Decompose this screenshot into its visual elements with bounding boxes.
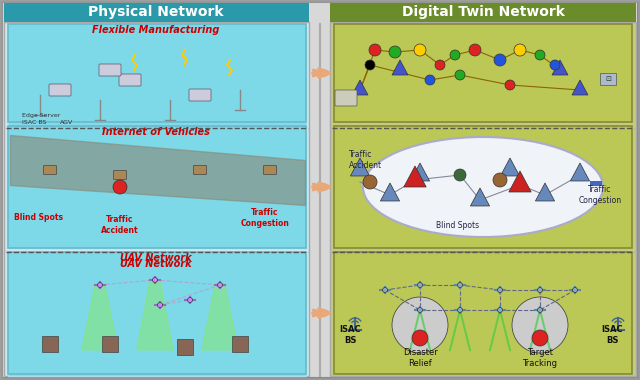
Text: Traffic
Congestion: Traffic Congestion: [241, 208, 289, 228]
Polygon shape: [509, 171, 531, 192]
FancyBboxPatch shape: [99, 64, 121, 76]
FancyBboxPatch shape: [590, 181, 593, 186]
FancyBboxPatch shape: [264, 166, 276, 174]
FancyBboxPatch shape: [334, 24, 632, 122]
Circle shape: [369, 44, 381, 56]
Circle shape: [455, 70, 465, 80]
Circle shape: [532, 330, 548, 346]
FancyBboxPatch shape: [189, 89, 211, 101]
Text: Edge Server: Edge Server: [22, 112, 60, 117]
Circle shape: [454, 169, 466, 181]
FancyBboxPatch shape: [193, 166, 207, 174]
Circle shape: [469, 44, 481, 56]
Text: Blind Spots: Blind Spots: [436, 220, 479, 230]
FancyBboxPatch shape: [42, 336, 58, 352]
FancyBboxPatch shape: [8, 126, 306, 248]
Polygon shape: [552, 60, 568, 75]
Circle shape: [538, 307, 543, 312]
Circle shape: [417, 307, 422, 312]
Polygon shape: [572, 80, 588, 95]
Text: Target
Tracking: Target Tracking: [522, 348, 557, 368]
Circle shape: [97, 282, 102, 288]
Text: Internet of Vehicles: Internet of Vehicles: [102, 127, 210, 137]
Text: Traffic
Congestion: Traffic Congestion: [579, 185, 621, 205]
FancyBboxPatch shape: [113, 171, 127, 179]
Circle shape: [435, 60, 445, 70]
Polygon shape: [380, 183, 399, 201]
Circle shape: [412, 330, 428, 346]
Circle shape: [458, 282, 463, 288]
Polygon shape: [470, 188, 490, 206]
Text: Flexible Manufacturing: Flexible Manufacturing: [92, 25, 220, 35]
Circle shape: [392, 297, 448, 353]
Polygon shape: [202, 285, 238, 350]
Circle shape: [152, 277, 157, 282]
FancyBboxPatch shape: [8, 26, 306, 248]
FancyBboxPatch shape: [119, 74, 141, 86]
Polygon shape: [410, 163, 429, 181]
Text: AGV: AGV: [60, 119, 73, 125]
Text: Traffic
Accident: Traffic Accident: [349, 150, 382, 170]
Circle shape: [535, 50, 545, 60]
FancyBboxPatch shape: [232, 336, 248, 352]
Circle shape: [417, 282, 422, 288]
FancyBboxPatch shape: [600, 73, 616, 85]
Circle shape: [218, 282, 223, 288]
FancyBboxPatch shape: [49, 84, 71, 96]
Circle shape: [497, 307, 502, 312]
Polygon shape: [404, 166, 426, 187]
FancyBboxPatch shape: [334, 126, 632, 248]
FancyBboxPatch shape: [596, 181, 598, 186]
Polygon shape: [500, 158, 520, 176]
Circle shape: [494, 54, 506, 66]
Text: ISAC
BS: ISAC BS: [601, 325, 623, 345]
Circle shape: [383, 288, 387, 293]
FancyBboxPatch shape: [335, 90, 357, 106]
Ellipse shape: [363, 137, 603, 237]
Text: ISAC
BS: ISAC BS: [339, 325, 361, 345]
Text: UAV Network: UAV Network: [120, 259, 192, 269]
Circle shape: [505, 80, 515, 90]
Polygon shape: [392, 60, 408, 75]
Text: Blind Spots: Blind Spots: [14, 214, 63, 223]
Polygon shape: [352, 80, 368, 95]
FancyBboxPatch shape: [102, 336, 118, 352]
Text: ⊡: ⊡: [605, 76, 611, 82]
Text: Digital Twin Network: Digital Twin Network: [401, 5, 564, 19]
Circle shape: [538, 288, 543, 293]
Circle shape: [550, 60, 560, 70]
Polygon shape: [351, 158, 370, 176]
Polygon shape: [82, 285, 118, 350]
FancyBboxPatch shape: [599, 181, 602, 186]
Circle shape: [497, 288, 502, 293]
Circle shape: [512, 297, 568, 353]
Polygon shape: [570, 163, 589, 181]
Circle shape: [188, 298, 193, 302]
Text: ISAC BS: ISAC BS: [22, 119, 46, 125]
FancyBboxPatch shape: [4, 22, 309, 376]
Circle shape: [389, 46, 401, 58]
Text: UAV Network: UAV Network: [120, 253, 192, 263]
Polygon shape: [536, 183, 555, 201]
FancyBboxPatch shape: [330, 22, 636, 376]
Text: Disaster
Relief: Disaster Relief: [403, 348, 437, 368]
FancyBboxPatch shape: [334, 252, 632, 374]
FancyBboxPatch shape: [330, 2, 636, 22]
FancyBboxPatch shape: [8, 254, 306, 376]
Circle shape: [458, 307, 463, 312]
Circle shape: [365, 60, 375, 70]
Circle shape: [450, 50, 460, 60]
Text: Physical Network: Physical Network: [88, 5, 224, 19]
Text: Traffic
Accident: Traffic Accident: [101, 215, 139, 235]
FancyBboxPatch shape: [44, 166, 56, 174]
Circle shape: [493, 173, 507, 187]
FancyBboxPatch shape: [8, 24, 306, 122]
FancyBboxPatch shape: [4, 2, 309, 22]
FancyBboxPatch shape: [177, 339, 193, 355]
Circle shape: [157, 302, 163, 307]
Circle shape: [363, 175, 377, 189]
FancyBboxPatch shape: [593, 181, 595, 186]
Circle shape: [425, 75, 435, 85]
Circle shape: [573, 288, 577, 293]
